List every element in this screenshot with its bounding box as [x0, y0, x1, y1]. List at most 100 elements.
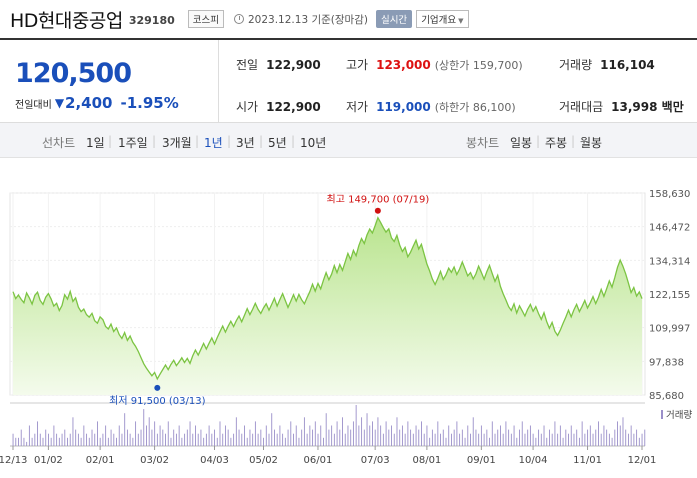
volume-bar	[192, 433, 194, 446]
volume-bar	[113, 433, 115, 446]
x-tick-label: 07/03	[361, 455, 390, 466]
volume-bar	[61, 433, 63, 446]
volume-bar	[472, 417, 474, 446]
volume-bar	[241, 433, 243, 446]
volume-bar	[521, 421, 523, 446]
volume-bar	[23, 437, 25, 446]
volume-bar	[195, 425, 196, 446]
volume-bar	[58, 437, 60, 446]
volume-bar	[306, 433, 308, 446]
open-label: 시가	[236, 100, 259, 114]
volume-bar	[37, 421, 39, 446]
volume-bar	[118, 425, 120, 446]
volume-bar	[587, 429, 589, 446]
volume-bar	[69, 433, 71, 446]
period-tab-10y[interactable]: 10년	[300, 136, 327, 150]
period-tab-5y[interactable]: 5년	[268, 136, 287, 150]
divider: |	[108, 134, 113, 148]
volume-bar	[222, 433, 224, 446]
volume-bar	[570, 425, 572, 446]
price-line	[12, 216, 643, 381]
volume-bar	[97, 421, 98, 446]
volume-bar	[608, 433, 610, 446]
volume-bar	[189, 421, 191, 446]
volume-bar	[298, 437, 300, 446]
volume-bar	[489, 437, 491, 446]
volume-bar	[426, 425, 428, 446]
divider: |	[195, 134, 200, 148]
candle-tab-weekly[interactable]: 주봉	[545, 136, 568, 150]
x-tick-label: 12/01	[628, 455, 657, 466]
period-tab-1w[interactable]: 1주일	[118, 136, 148, 150]
change-row: 전일대비 ▼ 2,400 -1.95%	[15, 94, 179, 112]
volume-bar	[519, 429, 520, 446]
volume-bar	[309, 425, 311, 446]
y-tick-label: 109,997	[649, 324, 690, 335]
x-tick-label: 06/01	[304, 455, 333, 466]
period-tab-3y[interactable]: 3년	[236, 136, 255, 150]
volume-bar	[562, 437, 564, 446]
volume-bar	[450, 433, 452, 446]
volume-bar	[440, 433, 442, 446]
volume-bar	[388, 429, 390, 446]
volume-bar	[121, 433, 123, 446]
volume-bar	[508, 429, 510, 446]
high-value: 123,000	[376, 57, 431, 72]
divider: |	[227, 134, 232, 148]
volume-bar	[532, 433, 534, 446]
volume-bar	[77, 433, 79, 446]
volume-bar	[102, 433, 104, 446]
volume-bar	[510, 433, 512, 446]
volume-bar	[314, 421, 316, 446]
amount-label: 거래대금	[559, 100, 604, 114]
period-tab-1d[interactable]: 1일	[86, 136, 105, 150]
divider: |	[152, 134, 157, 148]
volume-bar	[156, 433, 158, 446]
volume-bar	[162, 429, 164, 446]
volume-legend-label: 거래량	[666, 409, 692, 421]
volume-bar	[431, 429, 433, 446]
volume-bar	[200, 429, 202, 446]
volume-bar	[611, 437, 613, 446]
prev-close: 전일 122,900	[236, 56, 321, 73]
x-tick-label: 02/01	[86, 455, 115, 466]
volume-bar	[333, 433, 335, 446]
volume-bar	[88, 437, 90, 446]
prev-close-label: 전일	[236, 58, 259, 72]
volume-bar	[181, 437, 183, 446]
volume-bar	[366, 413, 368, 446]
volume-bar	[165, 433, 166, 446]
period-tab-3m[interactable]: 3개월	[162, 136, 192, 150]
volume-bar	[235, 417, 237, 446]
volume-bar	[260, 429, 262, 446]
volume-bar	[380, 425, 382, 446]
period-tab-1y[interactable]: 1년	[204, 136, 223, 150]
volume-bar	[274, 429, 275, 446]
volume-bar	[391, 425, 392, 446]
volume-bar	[28, 425, 30, 446]
company-info-dropdown[interactable]: 기업개요 ▼	[416, 10, 469, 28]
volume-bar	[107, 437, 109, 446]
volume-bar	[287, 429, 289, 446]
x-tick-label: 08/01	[412, 455, 441, 466]
volume-bar	[445, 437, 447, 446]
volume-bar	[592, 433, 594, 446]
realtime-button[interactable]: 실시간	[375, 10, 413, 28]
price-chart[interactable]: 158,630 146,472 134,314 122,155 109,997 97,83…	[0, 158, 697, 474]
divider: |	[571, 134, 576, 148]
volume-bar	[636, 429, 638, 446]
company-info-label: 기업개요	[421, 15, 457, 26]
candle-tab-monthly[interactable]: 월봉	[580, 136, 603, 150]
volume-bar	[154, 421, 156, 446]
volume-bar	[47, 433, 49, 446]
volume-bar	[146, 425, 147, 446]
lower-limit: (하한가 86,100)	[434, 100, 516, 114]
volume-bar	[320, 425, 322, 446]
candle-tab-daily[interactable]: 일봉	[510, 136, 533, 150]
volume-bar	[148, 417, 150, 446]
volume-bar	[627, 433, 629, 446]
volume-bar	[480, 425, 482, 446]
volume-bar	[211, 433, 213, 446]
volume-bar	[129, 433, 131, 446]
